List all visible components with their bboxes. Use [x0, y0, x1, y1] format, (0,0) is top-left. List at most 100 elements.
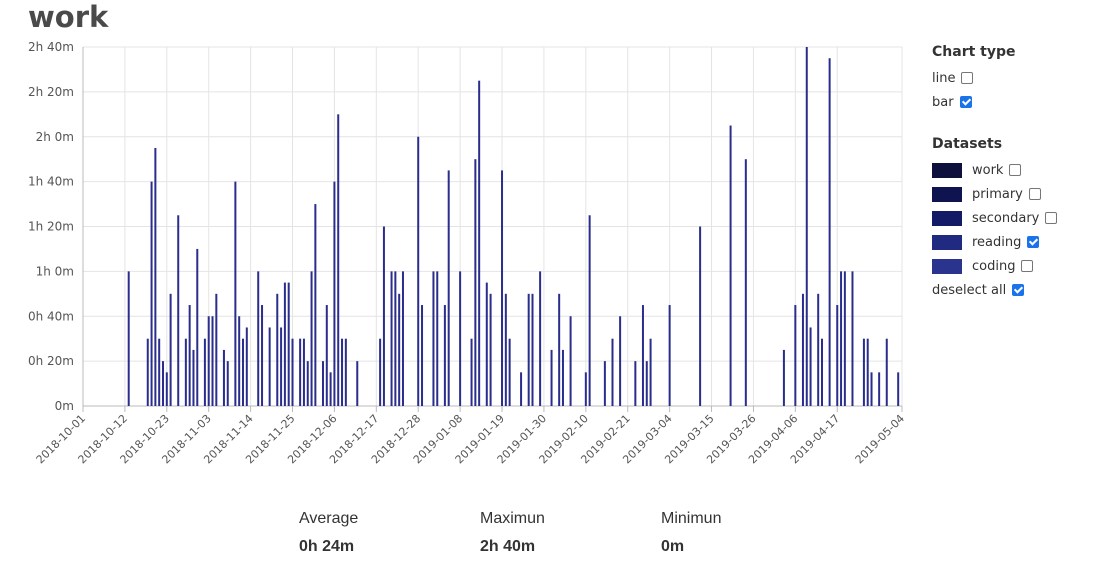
bar: [862, 338, 865, 406]
y-tick-label: 0m: [55, 399, 74, 413]
bar: [344, 338, 347, 406]
stat-average-label: Average: [299, 510, 359, 527]
bar: [504, 293, 507, 406]
dataset-swatch-secondary: [932, 210, 962, 226]
dataset-checkbox-secondary[interactable]: [1045, 212, 1058, 224]
bar: [184, 338, 187, 406]
bar: [436, 271, 439, 406]
bar: [299, 338, 302, 406]
bar: [188, 305, 191, 406]
dataset-option-primary[interactable]: primary: [932, 182, 1092, 206]
bar: [878, 372, 881, 406]
chart-type-checkbox-line[interactable]: [961, 72, 974, 84]
bar: [325, 305, 328, 406]
chart-controls-panel: Chart type line bar Datasets work primary…: [932, 44, 1092, 302]
bar: [310, 271, 313, 406]
bar: [234, 181, 237, 406]
bar: [321, 361, 324, 406]
bar: [470, 338, 473, 406]
bar: [485, 282, 488, 406]
dataset-option-coding[interactable]: coding: [932, 254, 1092, 278]
bar: [226, 361, 229, 406]
bar: [588, 215, 591, 406]
dataset-option-secondary[interactable]: secondary: [932, 206, 1092, 230]
bar: [280, 327, 283, 406]
bar: [241, 338, 244, 406]
dataset-checkbox-coding[interactable]: [1021, 260, 1034, 272]
bar: [356, 361, 359, 406]
stat-maximum: Maximun 2h 40m: [480, 510, 545, 556]
deselect-all-checkbox[interactable]: [1012, 284, 1025, 296]
bar: [222, 349, 225, 406]
bar: [805, 47, 808, 406]
bar: [211, 316, 214, 406]
chart-type-heading: Chart type: [932, 44, 1016, 60]
dataset-option-reading[interactable]: reading: [932, 230, 1092, 254]
bar: [611, 338, 614, 406]
bar: [836, 305, 839, 406]
bar: [550, 349, 553, 406]
bar: [851, 271, 854, 406]
chart-type-option-line[interactable]: line: [932, 66, 1092, 90]
bar: [794, 305, 797, 406]
bar: [215, 293, 218, 406]
bar: [649, 338, 652, 406]
bar: [165, 372, 168, 406]
bar: [474, 159, 477, 406]
bar: [508, 338, 511, 406]
bar: [341, 338, 344, 406]
bar: [394, 271, 397, 406]
bar: [161, 361, 164, 406]
dataset-option-work[interactable]: work: [932, 158, 1092, 182]
dataset-checkbox-primary[interactable]: [1028, 188, 1041, 200]
dataset-label-coding: coding: [972, 258, 1016, 274]
bar: [443, 305, 446, 406]
dataset-label-primary: primary: [972, 186, 1023, 202]
deselect-all-label: deselect all: [932, 282, 1007, 298]
stat-maximum-value: 2h 40m: [480, 538, 536, 555]
bar: [801, 293, 804, 406]
bar: [207, 316, 210, 406]
dataset-label-secondary: secondary: [972, 210, 1040, 226]
bar: [333, 181, 336, 406]
bar: [584, 372, 587, 406]
bar: [641, 305, 644, 406]
bar: [501, 170, 504, 406]
bar: [203, 338, 206, 406]
bar: [283, 282, 286, 406]
dataset-checkbox-work[interactable]: [1009, 164, 1022, 176]
y-tick-label: 2h 40m: [28, 40, 74, 54]
dataset-checkbox-reading[interactable]: [1027, 236, 1040, 248]
bar: [447, 170, 450, 406]
bar: [238, 316, 241, 406]
chart-type-option-bar[interactable]: bar: [932, 90, 1092, 114]
datasets-heading: Datasets: [932, 136, 1003, 152]
bar: [268, 327, 271, 406]
bar: [634, 361, 637, 406]
stat-minimum-label: Minimun: [661, 510, 722, 527]
page-title: work: [28, 0, 109, 34]
chart-type-checkbox-bar[interactable]: [959, 96, 972, 108]
bar: [401, 271, 404, 406]
bar: [398, 293, 401, 406]
bar: [870, 372, 873, 406]
deselect-all-option[interactable]: deselect all: [932, 278, 1092, 302]
datasets-list: work primary secondary reading coding: [932, 158, 1092, 278]
bar: [417, 136, 420, 406]
bar: [390, 271, 393, 406]
dataset-label-reading: reading: [972, 234, 1022, 250]
bar: [645, 361, 648, 406]
bar: [177, 215, 180, 406]
y-tick-label: 2h 20m: [28, 85, 74, 99]
bar: [569, 316, 572, 406]
bar: [306, 361, 309, 406]
y-tick-label: 0h 20m: [28, 354, 74, 368]
bar: [478, 80, 481, 406]
bar: [261, 305, 264, 406]
bar: [489, 293, 492, 406]
dataset-swatch-primary: [932, 186, 962, 202]
bar: [257, 271, 260, 406]
bar: [527, 293, 530, 406]
bar: [782, 349, 785, 406]
bar: [158, 338, 161, 406]
